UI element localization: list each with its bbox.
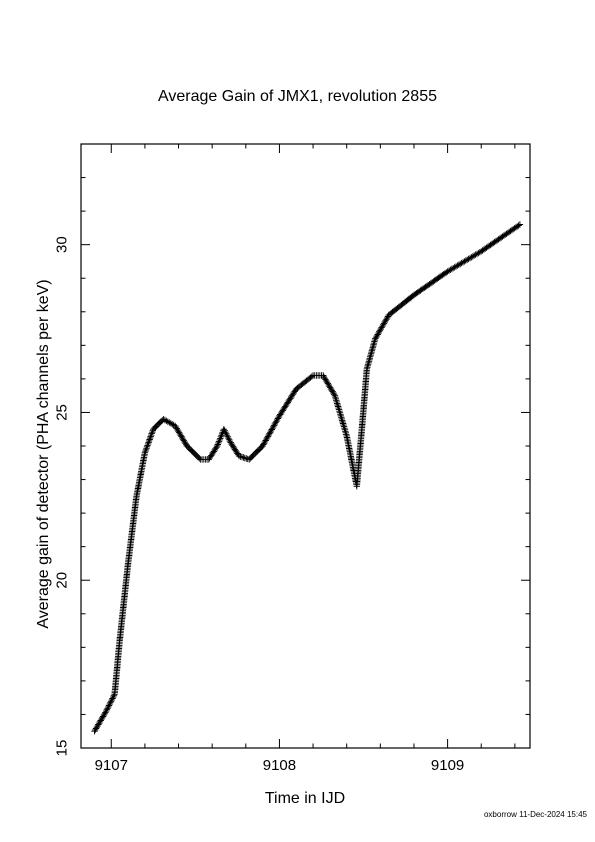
x-tick-label: 9108: [263, 757, 296, 774]
axis-ticks: [81, 143, 530, 749]
y-tick-label: 20: [54, 572, 71, 589]
tick-labels: 9107 9108 9109 15 20 25 30: [54, 236, 465, 774]
gain-series-markers: [91, 221, 524, 735]
data-points: [91, 221, 524, 735]
y-tick-label: 30: [54, 236, 71, 253]
footer-timestamp: oxborrow 11-Dec-2024 15:45: [483, 810, 587, 819]
x-axis-label: Time in IJD: [264, 790, 346, 807]
chart-title: Average Gain of JMX1, revolution 2855: [158, 88, 437, 105]
y-tick-label: 25: [54, 404, 71, 421]
x-tick-label: 9109: [431, 757, 464, 774]
y-tick-label: 15: [54, 740, 71, 757]
x-tick-label: 9107: [95, 757, 128, 774]
